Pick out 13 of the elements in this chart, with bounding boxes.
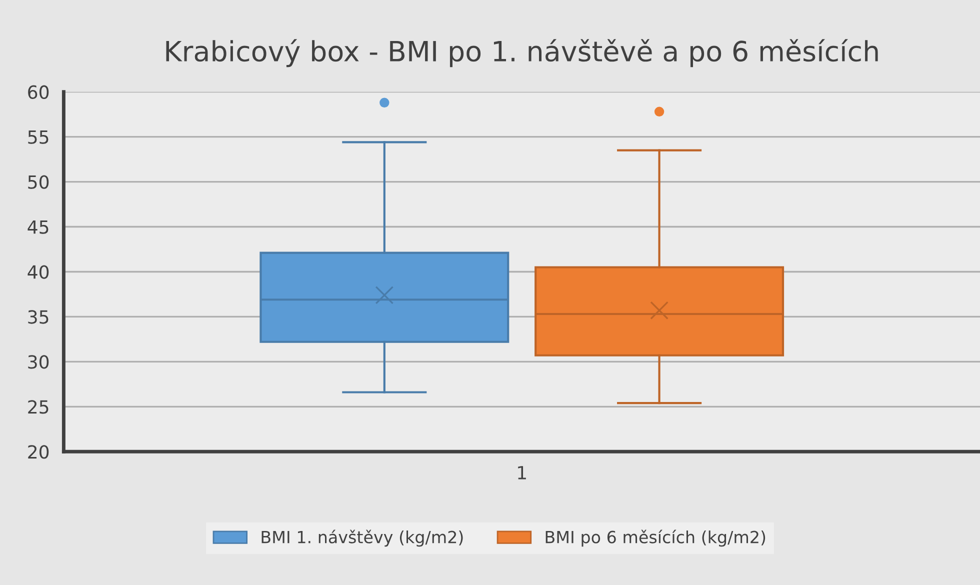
y-tick-label: 25 (28, 400, 48, 414)
y-tick-label: 55 (28, 130, 48, 144)
legend-label: BMI 1. návštěvy (kg/m2) (262, 530, 463, 547)
chart-title: Krabicový box - BMI po 1. návštěvě a po 6 měsících (166, 39, 878, 68)
y-tick-label: 30 (28, 355, 49, 369)
x-tick-label: 1 (518, 466, 526, 480)
legend-label: BMI po 6 měsících (kg/m2) (546, 530, 766, 547)
y-tick-label: 35 (28, 310, 48, 324)
y-tick-label: 60 (28, 85, 49, 99)
y-tick-label: 40 (28, 265, 49, 279)
y-tick-label: 20 (28, 445, 49, 459)
y-tick-label: 50 (28, 175, 49, 189)
y-tick-label: 45 (28, 220, 48, 234)
